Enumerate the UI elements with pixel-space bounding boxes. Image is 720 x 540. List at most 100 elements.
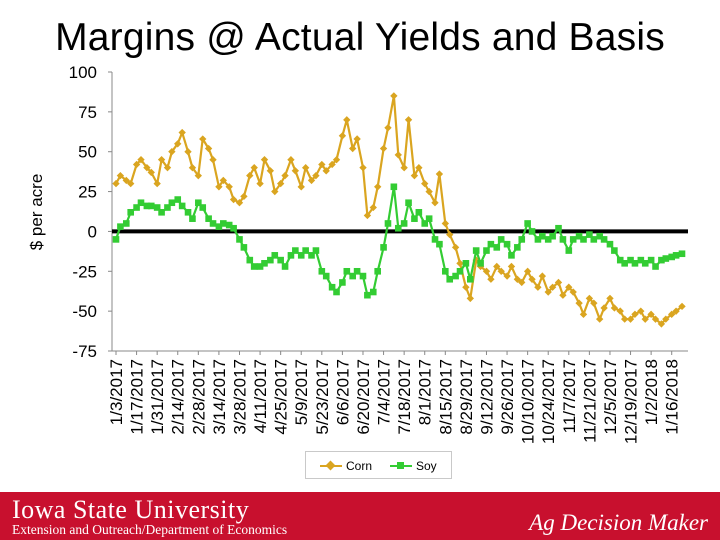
soy-point [205,215,212,222]
corn-point [404,116,413,124]
soy-point [528,228,536,235]
corn-point [462,283,470,291]
soy-point [559,236,567,243]
x-tick-label: 12/5/2017 [601,359,620,435]
soy-point [452,272,459,280]
soy-point [631,260,639,267]
x-tick-label: 4/25/2017 [272,359,291,435]
soy-point [343,267,351,275]
series-layer [112,92,686,328]
corn-point [184,148,192,156]
soy-point [220,220,227,227]
soy-point [487,240,495,248]
soy-point [394,224,402,232]
soy-point [267,256,274,264]
corn-point [374,183,382,191]
x-tick-label: 8/1/2017 [416,359,435,425]
x-tick-label: 1/17/2017 [128,359,147,435]
soy-point [384,220,392,227]
corn-point [219,176,227,185]
x-tick-label: 3/28/2017 [230,359,249,435]
x-tick-label: 1/3/2017 [107,359,126,425]
soy-point [672,252,680,259]
soy-point [442,267,449,275]
x-tick-label: 6/20/2017 [354,359,373,435]
corn-point [338,132,347,140]
soy-point [112,236,120,243]
corn-point [497,267,505,275]
soy-point [322,272,330,280]
corn-point [579,310,588,319]
corn-point [631,310,639,318]
corn-point [240,192,248,201]
x-tick-label: 5/23/2017 [313,359,332,435]
soy-point [312,247,320,254]
soy-point [215,223,223,230]
soy-point [297,252,305,259]
y-tick-label: 75 [78,103,97,122]
soy-point [508,252,515,259]
y-tick-label: 50 [78,143,97,162]
corn-point [493,262,501,271]
footer-department: Extension and Outreach/Department of Eco… [12,522,288,537]
soy-point [400,220,408,227]
soy-point [127,208,135,216]
corn-point [260,156,269,164]
corn-point [400,164,408,172]
soy-point [380,244,387,251]
corn-point [641,315,649,323]
corn-point [595,315,604,323]
soy-point [425,215,433,222]
y-tick-label: -25 [72,262,97,281]
x-tick-label: 7/18/2017 [395,359,414,435]
corn-point [122,176,130,185]
corn-point [410,171,419,180]
soy-point [621,260,628,267]
corn-series [112,92,686,328]
soy-point [668,253,676,261]
corn-point [435,170,444,178]
soy-point [586,231,593,238]
corn-point [668,310,676,319]
legend-soy-label: Soy [416,459,437,473]
soy-point [287,252,295,259]
soy-point [637,256,645,264]
soy-point [477,260,484,267]
soy-point [277,256,284,264]
corn-point [204,144,213,153]
y-tick-label: 25 [78,183,97,202]
corn-point [178,128,186,137]
soy-point [184,208,192,216]
soy-point [658,256,665,264]
soy-point [333,288,340,296]
soy-point [652,263,659,270]
soy-point [456,267,464,275]
soy-point [662,255,670,262]
soy-point [590,236,598,243]
corn-point [482,267,491,275]
soy-point [411,215,418,222]
corn-point [487,275,495,283]
soy-point [596,232,603,240]
soy-point [195,199,202,207]
x-tick-label: 6/6/2017 [333,359,352,425]
soy-point [364,291,371,299]
soy-point [271,252,279,259]
soy-point [431,236,439,243]
x-tick-label: 1/16/2018 [663,359,682,435]
x-tick-label: 1/31/2017 [148,359,167,435]
corn-point [353,135,361,143]
soy-point [225,221,233,229]
soy-point [359,272,367,280]
corn-point [431,199,439,207]
soy-point [174,196,182,203]
soy-point [575,232,583,240]
soy-point [534,236,542,243]
corn-point [528,275,536,283]
x-tick-label: 3/14/2017 [210,359,229,435]
corn-point [441,219,450,228]
axes-layer: 100 75 50 25 0 -25 -50 -75 1/3/2017 1/17/2017 1/31… [69,63,688,444]
x-tick-label: 10/24/2017 [539,359,558,444]
corn-point [343,116,351,124]
corn-point [518,278,526,287]
